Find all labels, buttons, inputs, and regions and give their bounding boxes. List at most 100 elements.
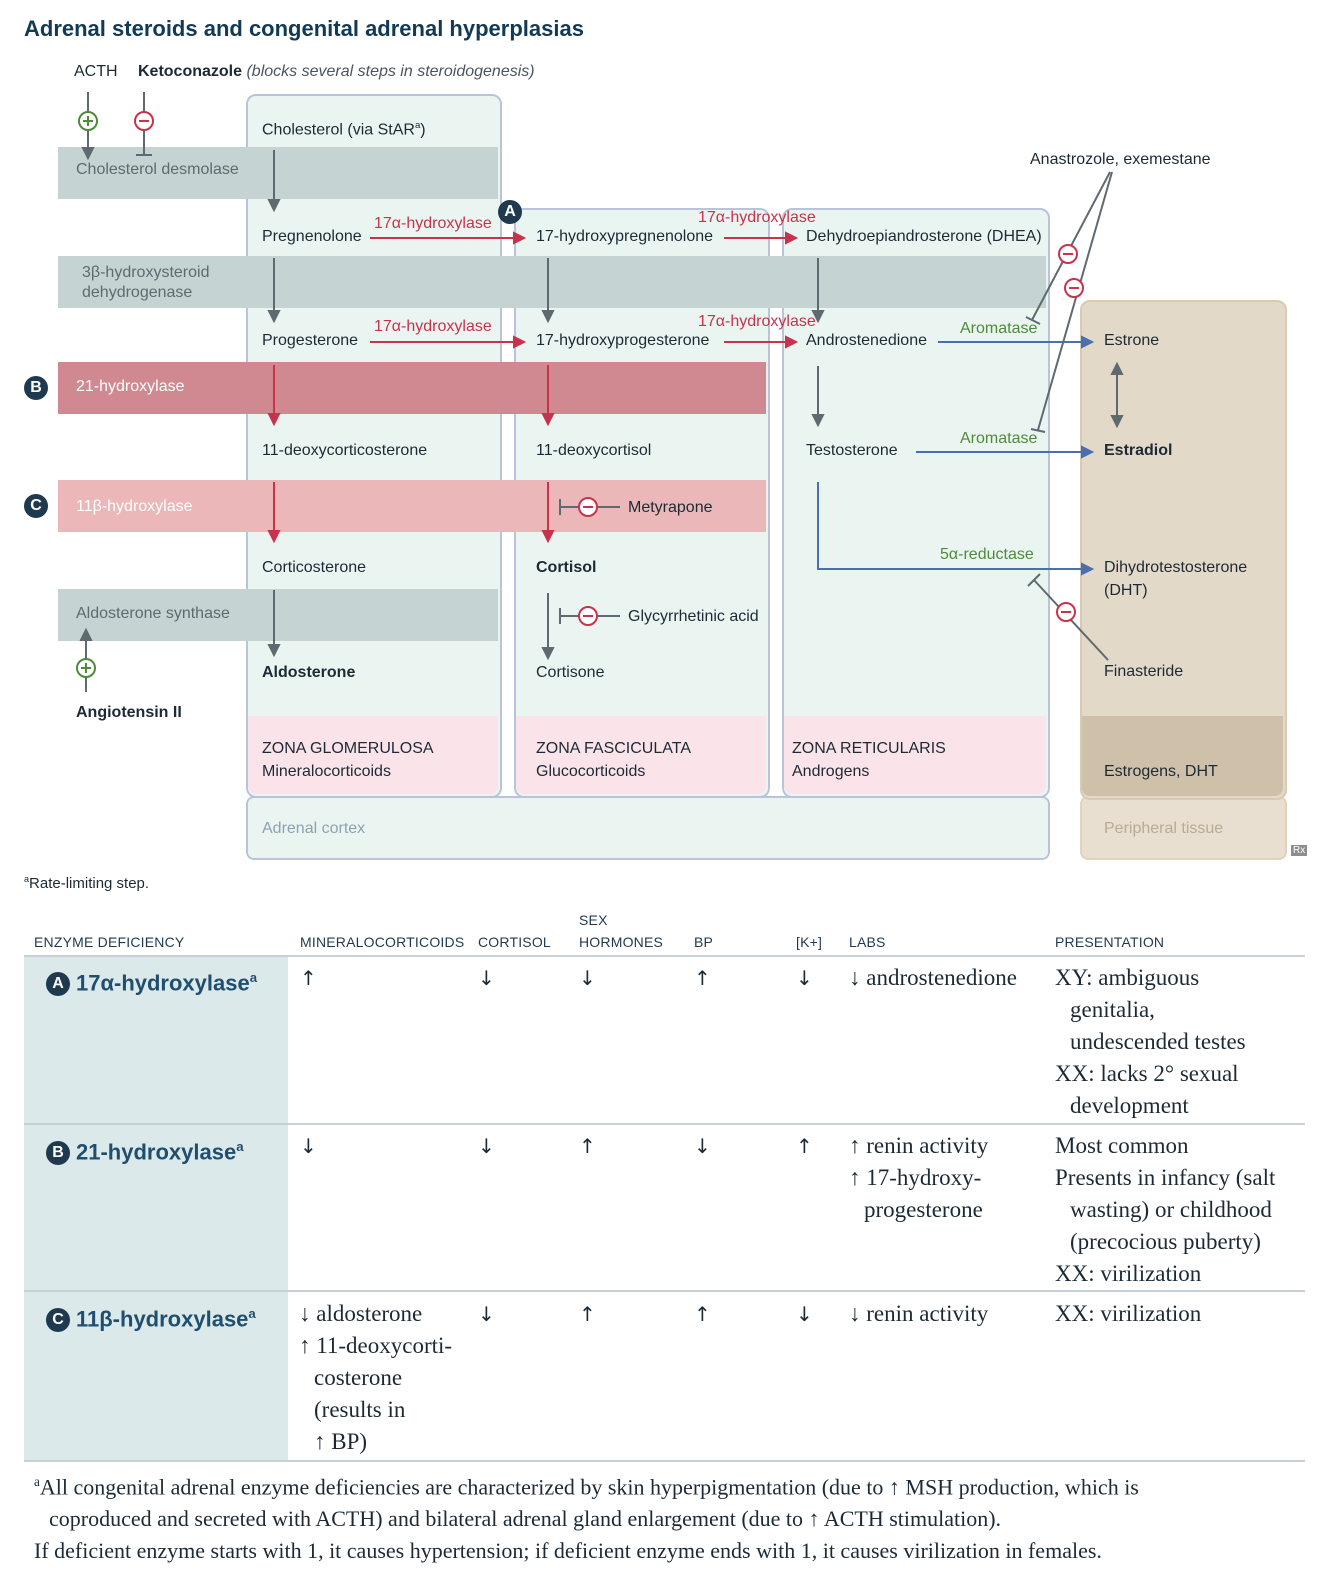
row-a-pres-3: undescended testes <box>1070 1029 1246 1054</box>
row-c-bp: ↑ <box>694 1302 711 1326</box>
aldosterone-label: Aldosterone <box>262 664 356 681</box>
row-b-pres-1: Most common <box>1055 1133 1189 1158</box>
hydroxylase21-band <box>58 362 766 414</box>
row-b-bp: ↓ <box>694 1134 711 1158</box>
glycyrrhetinic-label: Glycyrrhetinic acid <box>628 608 759 625</box>
rate-limiting-footnote: aRate-limiting step. <box>24 874 149 892</box>
aldo-synthase-band <box>58 589 498 641</box>
cholesterol-label: Cholesterol (via StARa) <box>262 120 426 139</box>
row-divider-1 <box>24 1123 1305 1125</box>
row-a-enzyme: 17α-hydroxylasea <box>76 970 257 996</box>
row-c-letter: C <box>46 1308 70 1332</box>
hydroxypregnenolone-label: 17-hydroxypregnenolone <box>536 228 714 245</box>
row-b-labs: ↑ renin activity ↑ 17-hydroxy- progester… <box>849 1130 988 1226</box>
row-b-letter: B <box>46 1141 70 1165</box>
row-b-sex: ↑ <box>579 1134 596 1158</box>
desmolase-label: Cholesterol desmolase <box>76 161 239 178</box>
hydroxylase11-band <box>58 480 766 532</box>
androstenedione-label: Androstenedione <box>806 332 927 349</box>
cholesterol-sup: a <box>414 120 421 131</box>
row-c-cortisol: ↓ <box>478 1302 495 1326</box>
marker-a: A <box>498 200 522 224</box>
row-b-mineralo: ↓ <box>300 1134 317 1158</box>
hsd-label-line2: dehydrogenase <box>82 284 193 301</box>
ketoconazole-name: Ketoconazole <box>138 63 243 80</box>
cortisol-label: Cortisol <box>536 559 597 576</box>
row-b-cortisol: ↓ <box>478 1134 495 1158</box>
hydroxylase21-label: 21-hydroxylase <box>76 378 185 395</box>
row-b-pres-3: wasting) or childhood <box>1070 1197 1272 1222</box>
row-b-k: ↑ <box>796 1134 813 1158</box>
peripheral-footer <box>1082 716 1283 796</box>
row-c-sex: ↑ <box>579 1302 596 1326</box>
row-c-min-3: costerone <box>314 1365 403 1390</box>
progesterone-label: Progesterone <box>262 332 359 349</box>
row-divider-3 <box>24 1460 1305 1462</box>
metyrapone-label: Metyrapone <box>628 499 713 516</box>
row-c-name: 11β-hydroxylase <box>76 1306 249 1332</box>
row-c-sup: a <box>248 1306 256 1321</box>
acth-label: ACTH <box>74 63 118 80</box>
dht-label-line2: (DHT) <box>1104 582 1148 599</box>
note-sup: a <box>34 1474 40 1489</box>
row-c-labs: ↓ renin activity <box>849 1301 989 1326</box>
zona-glomerulosa-box <box>246 94 502 798</box>
finasteride-label: Finasteride <box>1104 663 1184 680</box>
row-a-pres-1: XY: ambiguous <box>1055 965 1200 990</box>
row-a-sup: a <box>249 970 258 985</box>
row-c-mineralo: ↓ aldosterone ↑ 11-deoxycorti- costerone… <box>299 1298 452 1458</box>
h17-label-3: 17α-hydroxylase <box>374 318 492 335</box>
reticularis-title: ZONA RETICULARIS <box>792 740 946 757</box>
pregnenolone-label: Pregnenolone <box>262 228 362 245</box>
note-line-1-text: All congenital adrenal enzyme deficienci… <box>39 1474 1139 1500</box>
footnote-sup: a <box>24 874 30 884</box>
row-b-lab-3: progesterone <box>864 1197 983 1222</box>
row-a-pres-5: development <box>1070 1093 1189 1118</box>
header-sex-2: HORMONES <box>579 934 664 950</box>
reductase-label: 5α-reductase <box>940 546 1034 563</box>
row-a-sex: ↓ <box>579 966 596 990</box>
h17-label-2: 17α-hydroxylase <box>698 209 816 226</box>
aromatase-label-1: Aromatase <box>960 320 1038 337</box>
note-line-3: If deficient enzyme starts with 1, it ca… <box>34 1538 1102 1564</box>
anastrozole-label: Anastrozole, exemestane <box>1030 151 1211 168</box>
rx-logo: Rx <box>1291 845 1308 856</box>
arrow-testo-dht <box>817 482 1082 570</box>
row-c-presentation: XX: virilization <box>1055 1301 1202 1326</box>
deoxycorticosterone-label: 11-deoxycorticosterone <box>262 442 428 459</box>
header-cortisol: CORTISOL <box>478 934 551 950</box>
adrenal-cortex-label: Adrenal cortex <box>262 820 366 837</box>
row-a-mineralo: ↑ <box>300 966 317 990</box>
aldo-synthase-label: Aldosterone synthase <box>76 605 230 622</box>
estrone-label: Estrone <box>1104 332 1160 349</box>
reticularis-sub: Androgens <box>792 763 870 780</box>
header-presentation: PRESENTATION <box>1055 934 1165 950</box>
notes: aAll congenital adrenal enzyme deficienc… <box>34 1466 1139 1567</box>
row-c-min-5: ↑ BP) <box>314 1429 368 1454</box>
reticularis-footer <box>784 716 1046 794</box>
glomerulosa-sub: Mineralocorticoids <box>262 763 391 780</box>
row-a-k: ↓ <box>796 966 813 990</box>
peripheral-zone-title: Estrogens, DHT <box>1104 763 1218 780</box>
cholesterol-end: ) <box>420 121 426 139</box>
row-a-name: 17α-hydroxylase <box>76 970 250 996</box>
row-a-letter: A <box>46 972 70 996</box>
glomerulosa-footer <box>248 716 498 794</box>
header-mineralo: MINERALOCORTICOIDS <box>300 934 465 950</box>
ketoconazole-note: (blocks several steps in steroidogenesis… <box>246 63 535 80</box>
deoxycortisol-label: 11-deoxycortisol <box>536 442 652 459</box>
hydroxylase11-label: 11β-hydroxylase <box>76 498 193 515</box>
hsd-band <box>58 256 1046 308</box>
desmolase-band <box>58 147 498 199</box>
anastrozole-bar-2 <box>1030 428 1046 433</box>
row-b-lab-2: ↑ 17-hydroxy- <box>849 1165 982 1190</box>
header-sex-1: SEX <box>579 912 608 928</box>
row-a-labs: ↓ androstenedione <box>849 965 1017 990</box>
row-c-enzyme: 11β-hydroxylasea <box>76 1306 256 1332</box>
fasciculata-title: ZONA FASCICULATA <box>536 740 691 757</box>
row-c-k: ↓ <box>796 1302 813 1326</box>
angiotensin-label: Angiotensin II <box>76 704 182 721</box>
row-a-pres-2: genitalia, <box>1070 997 1155 1022</box>
row-b-pres-4: (precocious puberty) <box>1070 1229 1261 1254</box>
header-labs: LABS <box>849 934 886 950</box>
